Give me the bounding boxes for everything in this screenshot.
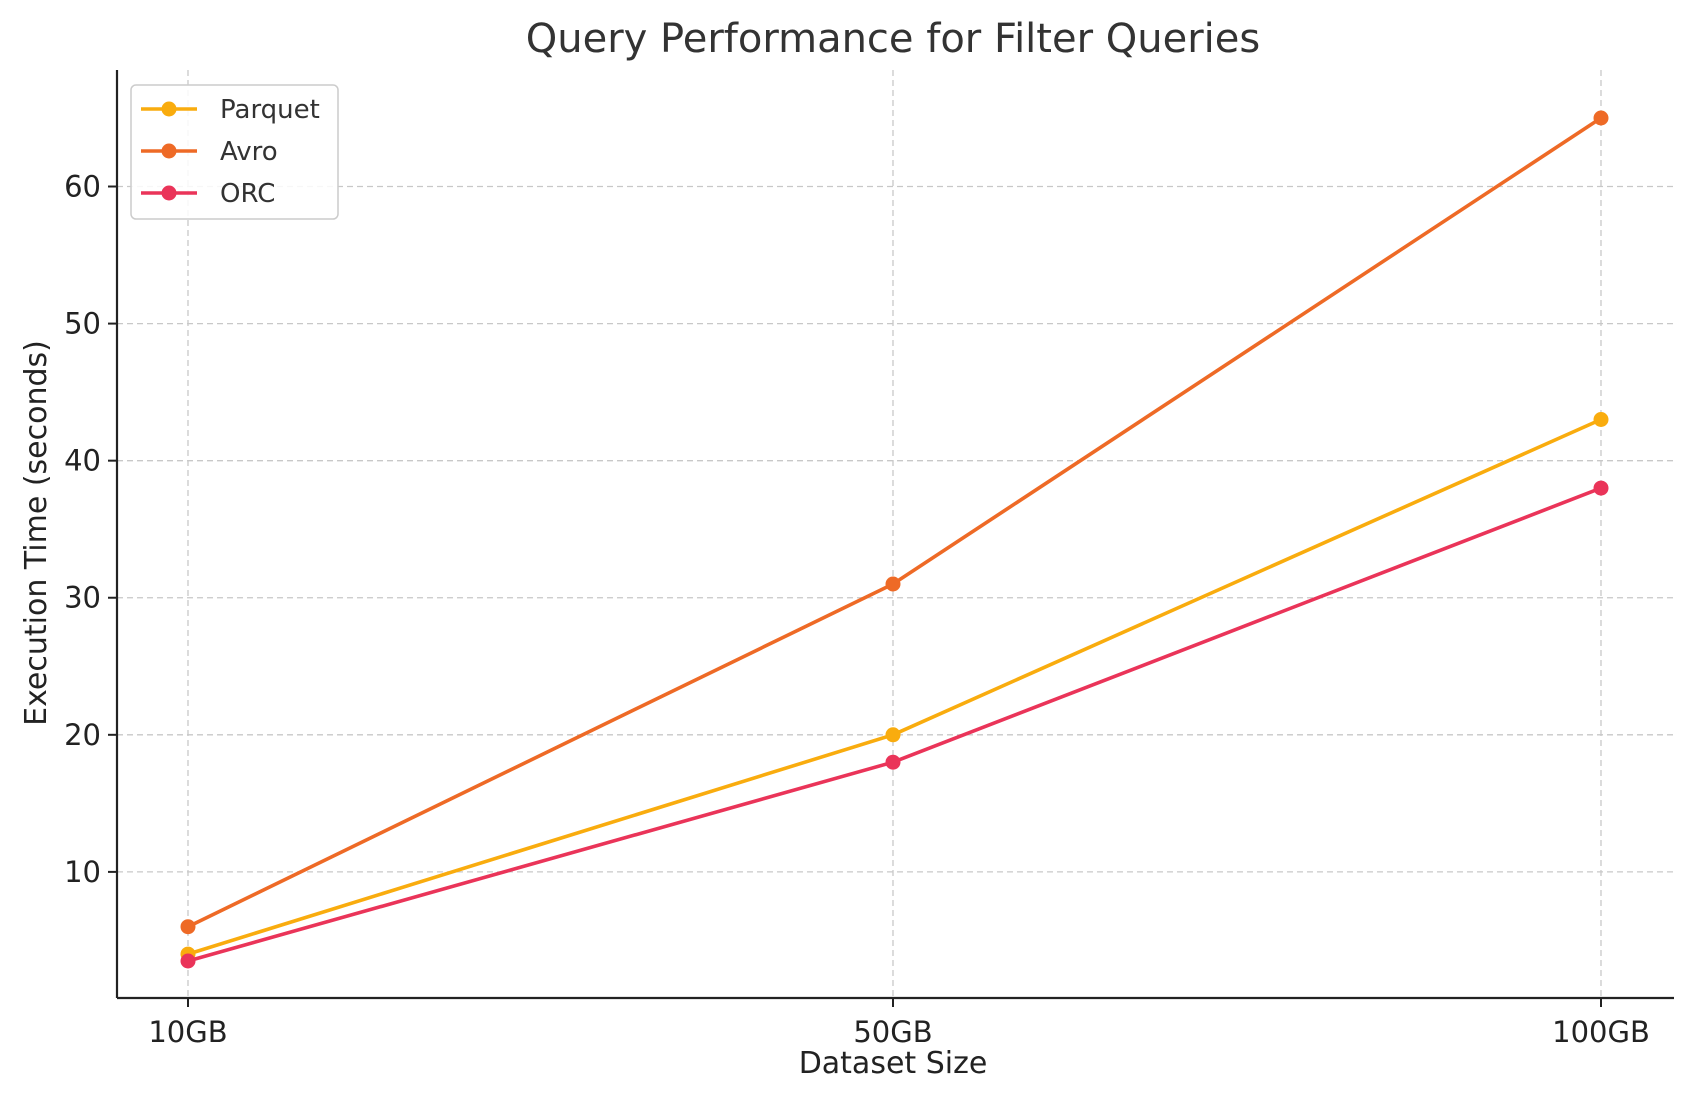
y-tick-label: 10	[64, 855, 101, 889]
series-line-parquet	[186, 417, 1603, 956]
y-tick-label: 30	[64, 581, 101, 615]
legend-label-parquet: Parquet	[220, 95, 320, 125]
data-point-parquet	[885, 727, 901, 743]
axes-layer: 10GB 50GB 100GB 10 20 30 40 50 60	[64, 70, 1674, 1049]
data-point-orc	[885, 754, 901, 770]
chart-title: Query Performance for Filter Queries	[526, 16, 1260, 62]
data-point-orc	[180, 953, 196, 969]
legend-marker-parquet	[161, 101, 177, 117]
legend-frame	[130, 84, 339, 220]
y-tick-label: 50	[64, 307, 101, 341]
legend-marker-avro	[161, 143, 177, 159]
series-line-orc	[186, 486, 1603, 963]
y-tick-label: 60	[64, 170, 101, 204]
legend: Parquet Avro ORC	[130, 84, 339, 220]
x-axis-label: Dataset Size	[799, 1046, 988, 1081]
x-tick-label: 100GB	[1552, 1015, 1650, 1049]
series-layer	[180, 110, 1609, 969]
data-point-avro	[1593, 110, 1609, 126]
x-tick-label: 50GB	[853, 1015, 932, 1049]
x-tick-label: 10GB	[148, 1015, 227, 1049]
data-point-avro	[180, 919, 196, 935]
y-tick-label: 40	[64, 444, 101, 478]
series-line-avro	[186, 116, 1603, 929]
y-axis-label: Execution Time (seconds)	[19, 340, 54, 726]
data-point-parquet	[1593, 412, 1609, 427]
legend-label-avro: Avro	[220, 137, 278, 167]
legend-marker-orc	[161, 185, 177, 201]
legend-label-orc: ORC	[220, 179, 275, 209]
data-point-orc	[1593, 480, 1609, 496]
data-point-avro	[885, 576, 901, 592]
y-tick-label: 20	[64, 718, 101, 752]
grid-layer	[117, 70, 1674, 998]
